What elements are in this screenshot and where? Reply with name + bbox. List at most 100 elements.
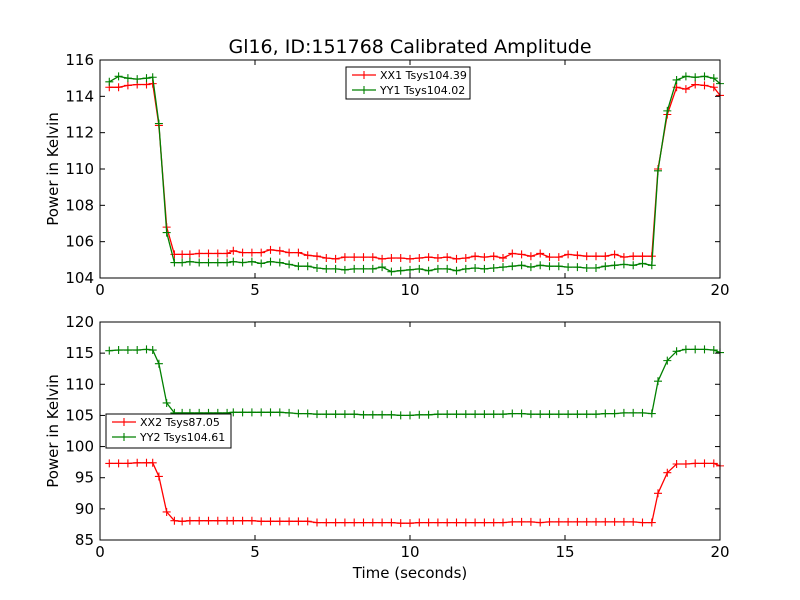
data-point: [654, 489, 662, 498]
legend-marker: [120, 418, 128, 426]
data-point: [526, 263, 535, 272]
data-point: [672, 347, 681, 356]
data-point: [238, 258, 247, 267]
data-point: [443, 264, 452, 273]
data-point: [654, 166, 662, 175]
data-point: [154, 119, 163, 128]
data-point: [114, 346, 123, 355]
legend-label: YY1 Tsys104.02: [379, 84, 465, 97]
data-point: [709, 346, 718, 355]
data-point: [443, 410, 452, 419]
x-axis-label: Time (seconds): [352, 564, 468, 582]
data-point: [681, 460, 690, 469]
data-point: [204, 516, 213, 525]
data-point: [294, 248, 303, 257]
data-point: [229, 246, 238, 255]
series-yy: [105, 72, 724, 276]
data-point: [545, 517, 554, 526]
x-tick-label: 10: [400, 543, 419, 561]
data-point: [247, 516, 256, 525]
data-point: [629, 261, 638, 270]
data-point: [313, 518, 321, 527]
data-point: [672, 460, 681, 469]
data-point: [610, 517, 619, 526]
data-point: [247, 408, 256, 417]
data-point: [368, 264, 377, 273]
data-point: [275, 246, 284, 255]
data-point: [471, 518, 480, 527]
data-point: [619, 408, 628, 417]
lower-plot: 0 5 10 15 20 85 90 95 100 105 110 115 120 Power in Ke…: [44, 313, 730, 582]
data-point: [340, 410, 349, 419]
data-point: [162, 398, 171, 407]
upper-plot: 0 5 10 15 20 104 106 108 110 112 114 116 Power in Ke…: [44, 51, 730, 299]
data-point: [114, 459, 123, 468]
data-point: [610, 261, 619, 270]
data-point: [229, 516, 238, 525]
legend-label: YY2 Tsys104.61: [139, 431, 225, 444]
data-point: [582, 264, 591, 273]
data-point: [322, 264, 331, 273]
data-point: [700, 459, 709, 468]
data-point: [647, 261, 656, 270]
data-point: [536, 410, 545, 419]
data-point: [123, 459, 132, 468]
data-point: [406, 411, 414, 420]
legend-label: XX1 Tsys104.39: [380, 69, 467, 82]
series-xx: [105, 458, 724, 528]
data-point: [285, 517, 294, 526]
data-point: [350, 253, 359, 262]
data-point: [275, 517, 284, 526]
legend-marker: [120, 433, 128, 441]
data-point: [499, 410, 507, 419]
data-point: [638, 259, 647, 268]
y-tick-label: 100: [65, 438, 94, 456]
data-point: [368, 253, 377, 262]
data-point: [582, 252, 591, 261]
data-point: [700, 81, 709, 90]
data-point: [709, 459, 718, 468]
data-point: [170, 258, 179, 267]
data-point: [554, 262, 563, 271]
y-tick-label: 110: [65, 160, 94, 178]
data-point: [654, 377, 662, 386]
data-point: [681, 85, 690, 94]
data-point: [368, 410, 377, 419]
data-point: [303, 517, 312, 526]
data-point: [359, 410, 368, 419]
data-point: [148, 458, 157, 467]
data-point: [387, 410, 396, 419]
data-point: [508, 262, 517, 271]
data-point: [133, 458, 142, 467]
data-point: [489, 252, 498, 261]
x-tick-label: 10: [400, 281, 419, 299]
data-point: [229, 257, 238, 266]
data-point: [461, 254, 470, 263]
data-point: [238, 408, 247, 417]
y-tick-label: 85: [75, 531, 94, 549]
data-point: [123, 346, 132, 355]
data-point: [213, 249, 222, 258]
legend-marker: [360, 86, 368, 94]
data-point: [247, 248, 256, 257]
data-point: [601, 409, 610, 418]
data-point: [266, 257, 275, 266]
data-point: [275, 258, 284, 267]
data-point: [554, 517, 563, 526]
data-point: [294, 517, 303, 526]
x-tick-label: 20: [710, 543, 729, 561]
data-point: [406, 519, 414, 528]
x-tick-label: 15: [555, 543, 574, 561]
data-point: [573, 517, 582, 526]
data-point: [213, 516, 222, 525]
data-point: [573, 410, 582, 419]
data-point: [709, 83, 718, 92]
data-point: [406, 265, 414, 274]
data-point: [592, 252, 600, 261]
data-point: [573, 251, 582, 260]
data-point: [709, 74, 718, 83]
data-point: [526, 410, 535, 419]
legend-box: [105, 413, 232, 449]
data-point: [285, 248, 294, 257]
data-point: [213, 258, 222, 267]
